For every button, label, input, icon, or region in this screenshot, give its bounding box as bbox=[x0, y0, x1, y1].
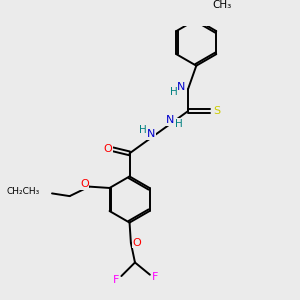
Text: H: H bbox=[170, 87, 178, 97]
Text: F: F bbox=[152, 272, 158, 282]
Text: CH₃: CH₃ bbox=[212, 0, 231, 10]
Text: H: H bbox=[139, 125, 147, 135]
Text: O: O bbox=[103, 144, 112, 154]
Text: F: F bbox=[113, 275, 120, 285]
Text: N: N bbox=[166, 115, 174, 125]
Text: O: O bbox=[80, 179, 89, 189]
Text: O: O bbox=[133, 238, 141, 248]
Text: H: H bbox=[175, 119, 183, 129]
Text: S: S bbox=[213, 106, 220, 116]
Text: CH₂CH₃: CH₂CH₃ bbox=[7, 187, 40, 196]
Text: N: N bbox=[177, 82, 185, 92]
Text: N: N bbox=[147, 129, 155, 140]
